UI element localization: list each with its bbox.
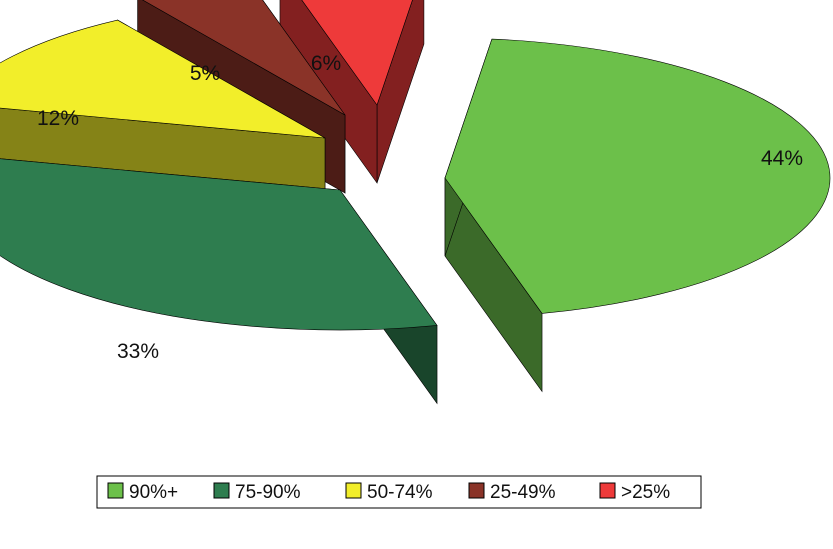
legend-item: >25% xyxy=(599,482,670,503)
slice-value-label: 44% xyxy=(761,147,803,170)
legend-swatch xyxy=(468,482,485,499)
pie-slice-75-90% xyxy=(0,158,438,405)
legend-label: 75-90% xyxy=(235,482,301,503)
legend-swatch xyxy=(213,482,230,499)
pie-slice-top-face xyxy=(142,0,346,116)
legend-label: >25% xyxy=(621,482,670,503)
legend-swatch xyxy=(345,482,362,499)
pie-slice-top-face xyxy=(444,38,831,314)
legend-item: 75-90% xyxy=(213,482,301,503)
pie-slices xyxy=(0,0,831,405)
pie-slice-90%+ xyxy=(444,38,831,393)
pie-slice-top-face xyxy=(0,158,438,331)
legend-label: 25-49% xyxy=(490,482,556,503)
legend-items: 90%+ 75-90% 50-74% 25-49% >25% xyxy=(107,482,670,503)
legend-swatch xyxy=(599,482,616,499)
legend-item: 50-74% xyxy=(345,482,433,503)
slice-value-label: 6% xyxy=(311,52,341,75)
slice-value-label: 5% xyxy=(190,62,220,85)
legend-swatch xyxy=(107,482,124,499)
legend-item: 25-49% xyxy=(468,482,556,503)
pie-slice-top-face xyxy=(0,19,326,139)
legend-label: 50-74% xyxy=(367,482,433,503)
slice-value-label: 12% xyxy=(37,107,79,130)
legend-label: 90%+ xyxy=(129,482,178,503)
pie-value-labels: 44% 33% 12% 5% 6% xyxy=(37,52,803,363)
legend: 90%+ 75-90% 50-74% 25-49% >25% xyxy=(96,475,702,509)
pie-slice-top-face xyxy=(301,0,413,106)
slice-value-label: 33% xyxy=(117,340,159,363)
legend-item: 90%+ xyxy=(107,482,178,503)
